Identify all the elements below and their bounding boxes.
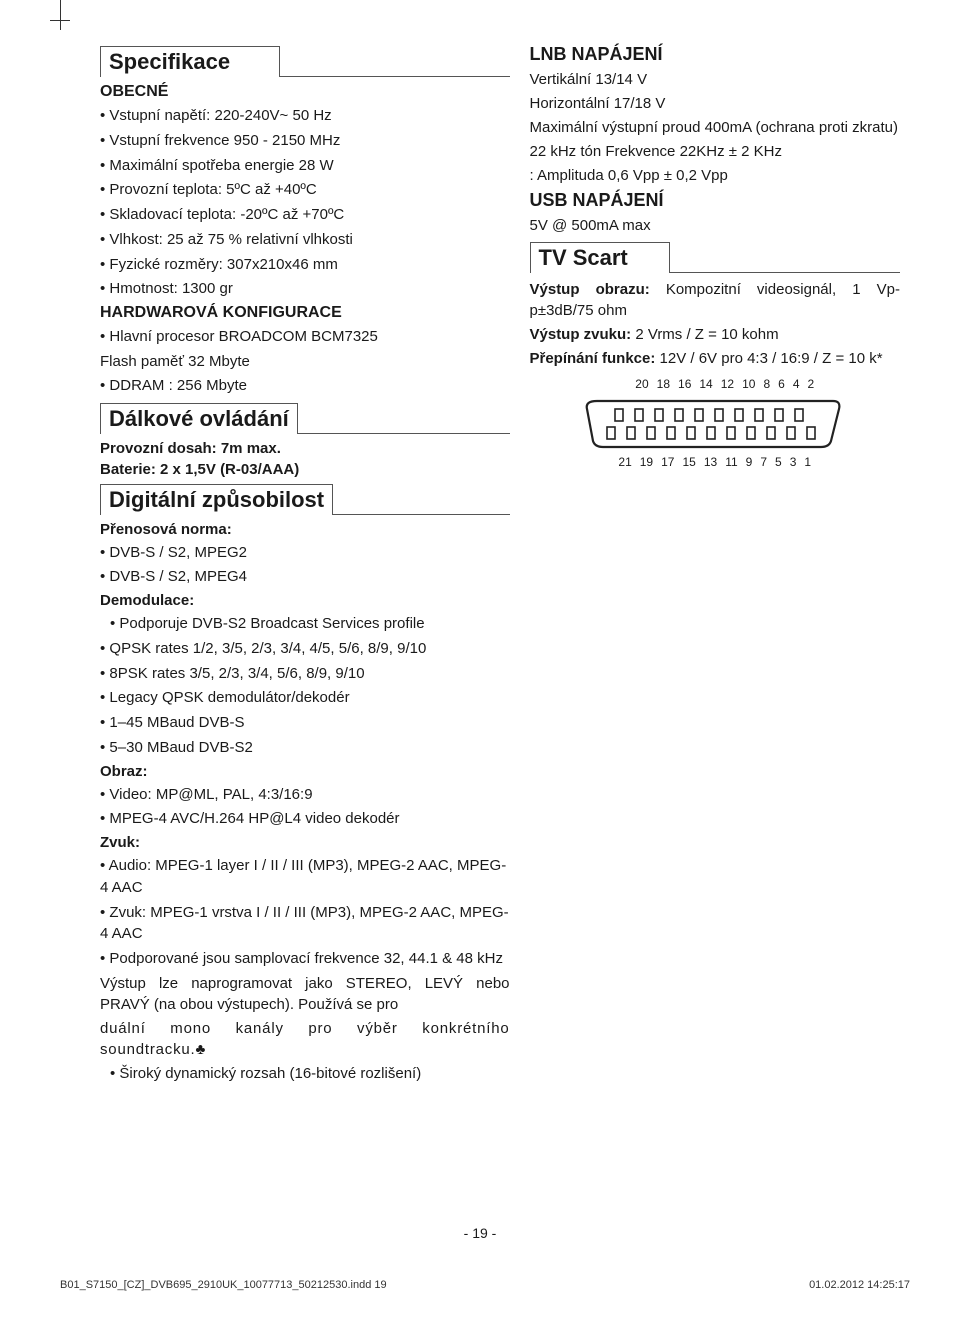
- audio-label: Zvuk:: [100, 834, 510, 851]
- audio-paragraph: duální mono kanály pro výběr konkrétního…: [100, 1018, 510, 1060]
- spec-item: Legacy QPSK demodulátor/dekodér: [100, 687, 510, 709]
- right-column: LNB NAPÁJENÍ Vertikální 13/14 V Horizont…: [530, 40, 901, 1088]
- pin-label: 21: [618, 455, 631, 469]
- pin-label: 9: [746, 455, 753, 469]
- footer-right: 01.02.2012 14:25:17: [809, 1279, 910, 1291]
- spec-heading-wrap: Specifikace: [100, 46, 510, 77]
- pin-label: 8: [763, 377, 770, 391]
- spec-item: DVB-S / S2, MPEG2: [100, 542, 510, 564]
- spec-item: Hmotnost: 1300 gr: [100, 278, 510, 300]
- spec-item: Audio: MPEG-1 layer I / II / III (MP3), …: [100, 855, 510, 899]
- general-label: OBECNÉ: [100, 83, 510, 101]
- spec-item: Fyzické rozměry: 307x210x46 mm: [100, 254, 510, 276]
- pin-label: 19: [640, 455, 653, 469]
- pin-label: 20: [635, 377, 648, 391]
- scart-video-label: Výstup obrazu:: [530, 281, 650, 298]
- left-column: Specifikace OBECNÉ Vstupní napětí: 220-2…: [100, 40, 510, 1088]
- crop-marks: [50, 0, 80, 40]
- spec-item: Vstupní frekvence 950 - 2150 MHz: [100, 130, 510, 152]
- footer-left: B01_S7150_[CZ]_DVB695_2910UK_10077713_50…: [60, 1279, 387, 1291]
- content-columns: Specifikace OBECNÉ Vstupní napětí: 220-2…: [100, 40, 900, 1088]
- demod-label: Demodulace:: [100, 592, 510, 609]
- spec-heading: Specifikace: [100, 46, 280, 77]
- pin-label: 17: [661, 455, 674, 469]
- pin-row-top: 20 18 16 14 12 10 8 6 4 2: [530, 377, 901, 391]
- norm-label: Přenosová norma:: [100, 521, 510, 538]
- pin-label: 7: [760, 455, 767, 469]
- lnb-item: : Amplituda 0,6 Vpp ± 0,2 Vpp: [530, 165, 901, 186]
- pin-label: 3: [790, 455, 797, 469]
- spec-item: DVB-S / S2, MPEG4: [100, 566, 510, 588]
- usb-line: 5V @ 500mA max: [530, 215, 901, 236]
- scart-heading: TV Scart: [530, 242, 670, 273]
- spec-item: Maximální spotřeba energie 28 W: [100, 155, 510, 177]
- pin-label: 14: [699, 377, 712, 391]
- lnb-heading: LNB NAPÁJENÍ: [530, 44, 901, 65]
- remote-batt: Baterie: 2 x 1,5V (R-03/AAA): [100, 461, 510, 478]
- scart-audio: Výstup zvuku: 2 Vrms / Z = 10 kohm: [530, 324, 901, 345]
- spec-item: Podporuje DVB-S2 Broadcast Services prof…: [100, 613, 510, 635]
- spec-item: 5–30 MBaud DVB-S2: [100, 737, 510, 759]
- scart-diagram: 20 18 16 14 12 10 8 6 4 2: [530, 377, 901, 469]
- spec-item: Široký dynamický rozsah (16-bitové rozli…: [100, 1063, 510, 1085]
- pin-label: 16: [678, 377, 691, 391]
- spec-item: QPSK rates 1/2, 3/5, 2/3, 3/4, 4/5, 5/6,…: [100, 638, 510, 660]
- scart-connector-icon: [585, 395, 845, 451]
- scart-switch-label: Přepínání funkce:: [530, 350, 656, 367]
- digital-heading-wrap: Digitální způsobilost: [100, 484, 510, 515]
- spec-item: Video: MP@ML, PAL, 4:3/16:9: [100, 784, 510, 806]
- pin-label: 15: [682, 455, 695, 469]
- video-label: Obraz:: [100, 763, 510, 780]
- scart-audio-value: 2 Vrms / Z = 10 kohm: [631, 326, 778, 343]
- remote-heading: Dálkové ovládání: [100, 403, 298, 434]
- page: Specifikace OBECNÉ Vstupní napětí: 220-2…: [0, 0, 960, 1321]
- pin-label: 10: [742, 377, 755, 391]
- pin-label: 1: [804, 455, 811, 469]
- pin-row-bottom: 21 19 17 15 13 11 9 7 5 3 1: [530, 455, 901, 469]
- lnb-item: Horizontální 17/18 V: [530, 93, 901, 114]
- pin-label: 18: [657, 377, 670, 391]
- scart-switch-value: 12V / 6V pro 4:3 / 16:9 / Z = 10 k*: [655, 350, 882, 367]
- pin-label: 12: [721, 377, 734, 391]
- pin-label: 11: [725, 455, 737, 469]
- scart-video: Výstup obrazu: Kompozitní videosignál, 1…: [530, 279, 901, 321]
- lnb-item: Vertikální 13/14 V: [530, 69, 901, 90]
- lnb-item: Maximální výstupní proud 400mA (ochrana …: [530, 117, 901, 138]
- spec-item: Zvuk: MPEG-1 vrstva I / II / III (MP3), …: [100, 902, 510, 946]
- usb-heading: USB NAPÁJENÍ: [530, 190, 901, 211]
- scart-switch: Přepínání funkce: 12V / 6V pro 4:3 / 16:…: [530, 348, 901, 369]
- spec-item: 8PSK rates 3/5, 2/3, 3/4, 5/6, 8/9, 9/10: [100, 663, 510, 685]
- audio-paragraph: Výstup lze naprogramovat jako STEREO, LE…: [100, 973, 510, 1015]
- remote-range: Provozní dosah: 7m max.: [100, 440, 510, 457]
- pin-label: 13: [704, 455, 717, 469]
- pin-label: 4: [793, 377, 800, 391]
- remote-heading-wrap: Dálkové ovládání: [100, 403, 510, 434]
- hw-label: HARDWAROVÁ KONFIGURACE: [100, 304, 510, 322]
- footer: B01_S7150_[CZ]_DVB695_2910UK_10077713_50…: [60, 1279, 910, 1291]
- spec-item: MPEG-4 AVC/H.264 HP@L4 video dekodér: [100, 808, 510, 830]
- pin-label: 6: [778, 377, 785, 391]
- spec-item: Hlavní procesor BROADCOM BCM7325: [100, 326, 510, 348]
- flash-line: Flash paměť 32 Mbyte: [100, 351, 510, 372]
- pin-label: 5: [775, 455, 782, 469]
- scart-heading-wrap: TV Scart: [530, 242, 901, 273]
- spec-item: Skladovací teplota: -20ºC až +70ºC: [100, 204, 510, 226]
- spec-item: Podporované jsou samplovací frekvence 32…: [100, 948, 510, 970]
- spec-item: Provozní teplota: 5ºC až +40ºC: [100, 179, 510, 201]
- page-number: - 19 -: [0, 1225, 960, 1241]
- spec-item: Vstupní napětí: 220-240V~ 50 Hz: [100, 105, 510, 127]
- lnb-item: 22 kHz tón Frekvence 22KHz ± 2 KHz: [530, 141, 901, 162]
- pin-label: 2: [808, 377, 815, 391]
- digital-heading: Digitální způsobilost: [100, 484, 333, 515]
- scart-audio-label: Výstup zvuku:: [530, 326, 632, 343]
- spec-item: Vlhkost: 25 až 75 % relativní vlhkosti: [100, 229, 510, 251]
- spec-item: 1–45 MBaud DVB-S: [100, 712, 510, 734]
- spec-item: DDRAM : 256 Mbyte: [100, 375, 510, 397]
